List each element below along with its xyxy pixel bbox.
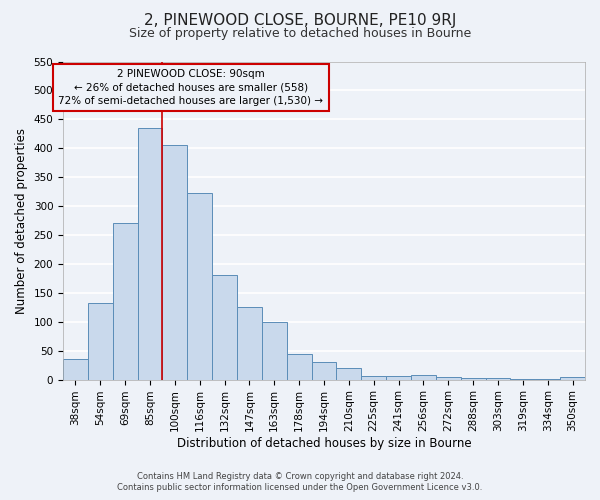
- Bar: [337, 368, 361, 380]
- Bar: [237, 308, 262, 380]
- Bar: [461, 378, 485, 380]
- Bar: [163, 146, 187, 380]
- Bar: [411, 375, 436, 380]
- Bar: [485, 378, 511, 380]
- Bar: [113, 224, 137, 380]
- Text: 2 PINEWOOD CLOSE: 90sqm
← 26% of detached houses are smaller (558)
72% of semi-d: 2 PINEWOOD CLOSE: 90sqm ← 26% of detache…: [58, 70, 323, 106]
- Bar: [187, 193, 212, 380]
- Bar: [511, 379, 535, 380]
- Bar: [212, 275, 237, 380]
- Bar: [88, 302, 113, 380]
- X-axis label: Distribution of detached houses by size in Bourne: Distribution of detached houses by size …: [177, 437, 472, 450]
- Y-axis label: Number of detached properties: Number of detached properties: [15, 128, 28, 314]
- Bar: [535, 379, 560, 380]
- Text: 2, PINEWOOD CLOSE, BOURNE, PE10 9RJ: 2, PINEWOOD CLOSE, BOURNE, PE10 9RJ: [144, 12, 456, 28]
- Bar: [386, 376, 411, 380]
- Bar: [63, 360, 88, 380]
- Bar: [311, 362, 337, 380]
- Bar: [287, 354, 311, 380]
- Text: Size of property relative to detached houses in Bourne: Size of property relative to detached ho…: [129, 28, 471, 40]
- Bar: [361, 376, 386, 380]
- Bar: [436, 378, 461, 380]
- Bar: [137, 128, 163, 380]
- Bar: [560, 376, 585, 380]
- Text: Contains HM Land Registry data © Crown copyright and database right 2024.
Contai: Contains HM Land Registry data © Crown c…: [118, 472, 482, 492]
- Bar: [262, 322, 287, 380]
